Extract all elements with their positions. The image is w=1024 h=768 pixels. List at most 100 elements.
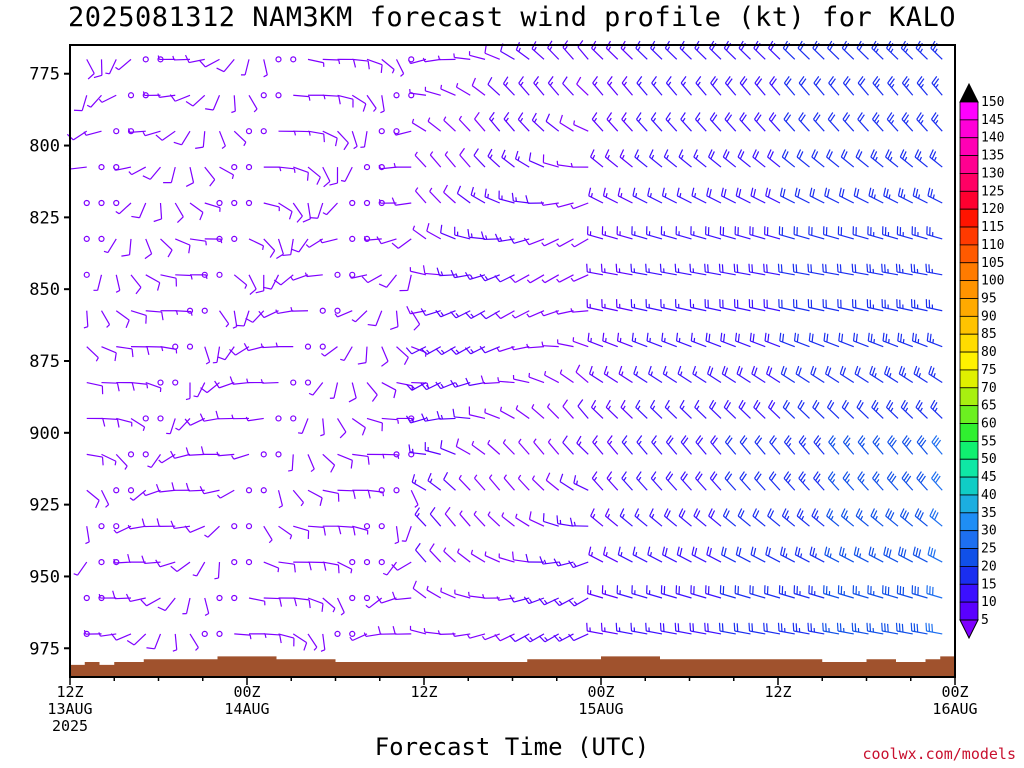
- wind-barb: [199, 486, 220, 495]
- wind-barb: [689, 263, 707, 276]
- wind-barb: [511, 551, 530, 563]
- wind-barb: [145, 274, 161, 291]
- wind-barb: [651, 435, 663, 455]
- wind-barb: [322, 166, 331, 188]
- wind-barb: [121, 238, 132, 257]
- wind-barb: [93, 274, 103, 291]
- wind-barb: [615, 299, 633, 312]
- wind-barb: [856, 399, 869, 419]
- wind-barb: [635, 112, 648, 132]
- wind-barb: [822, 622, 840, 635]
- wind-barb: [630, 622, 648, 635]
- wind-barb: [465, 377, 486, 387]
- wind-barb: [363, 235, 371, 243]
- wind-barb: [376, 236, 397, 245]
- wind-barb: [872, 435, 884, 455]
- wind-barb: [690, 332, 707, 348]
- wind-barb: [351, 130, 358, 150]
- credit-link[interactable]: coolwx.com/models: [862, 745, 1016, 763]
- wind-barb: [528, 372, 545, 384]
- wind-barb: [155, 484, 176, 493]
- wind-barb: [754, 76, 766, 96]
- wind-barb: [587, 332, 604, 348]
- wind-barb: [235, 310, 250, 327]
- wind-barb: [750, 187, 766, 204]
- wind-barb: [926, 585, 943, 599]
- wind-barb: [260, 451, 267, 458]
- wind-barb: [361, 274, 383, 284]
- wind-barb: [896, 226, 913, 240]
- wind-barb: [553, 558, 574, 567]
- wind-barb: [515, 42, 530, 60]
- wind-barb: [453, 53, 471, 60]
- wind-barb: [204, 202, 221, 212]
- wind-barb: [661, 546, 678, 563]
- wind-barb: [695, 435, 707, 455]
- wind-barb: [382, 561, 397, 576]
- wind-barb: [467, 228, 486, 240]
- colorbar-box: [959, 387, 979, 407]
- wind-barb: [689, 299, 707, 312]
- wind-barb: [812, 40, 825, 60]
- wind-barb: [912, 546, 928, 563]
- wind-barb: [275, 342, 294, 348]
- wind-barb: [542, 154, 559, 168]
- wind-barb: [735, 187, 751, 204]
- wind-barb: [809, 187, 825, 204]
- wind-barb: [559, 369, 574, 384]
- wind-barb: [678, 508, 692, 527]
- wind-barb: [393, 451, 400, 458]
- wind-barb: [172, 379, 179, 386]
- x-tick-label: 2025: [52, 717, 88, 735]
- colorbar-box: [959, 512, 979, 532]
- wind-barb: [502, 439, 515, 455]
- wind-barb: [900, 40, 914, 60]
- wind-barb: [160, 238, 173, 258]
- wind-barb: [415, 542, 427, 563]
- wind-barb: [883, 187, 899, 204]
- wind-barb: [189, 633, 199, 651]
- wind-barb: [753, 40, 766, 60]
- wind-barb: [705, 226, 722, 240]
- wind-barb: [675, 332, 692, 348]
- wind-barb: [229, 376, 250, 385]
- wind-barb: [501, 149, 515, 168]
- wind-barbs-layer: [66, 40, 943, 652]
- colorbar-label: 15: [981, 577, 997, 592]
- wind-barb: [487, 76, 501, 96]
- wind-barb: [870, 149, 884, 168]
- wind-barb: [720, 332, 736, 348]
- wind-barb: [352, 453, 370, 465]
- wind-barb: [649, 399, 663, 419]
- wind-barb: [113, 558, 132, 564]
- wind-barb: [797, 399, 810, 419]
- colorbar-box: [959, 423, 979, 442]
- wind-barb: [568, 633, 589, 642]
- wind-barb: [145, 381, 162, 393]
- wind-barb: [620, 40, 633, 60]
- wind-barb: [555, 202, 574, 208]
- wind-barb: [412, 580, 427, 599]
- wind-barb: [592, 76, 604, 96]
- wind-barb: [263, 633, 282, 644]
- wind-barb: [145, 310, 164, 321]
- wind-barb: [245, 128, 253, 135]
- wind-barb: [632, 546, 648, 563]
- wind-barb: [427, 472, 442, 491]
- x-tick-label: 13AUG: [47, 700, 92, 718]
- wind-barb: [691, 546, 707, 563]
- wind-barb: [275, 309, 294, 315]
- wind-barb: [399, 274, 412, 292]
- wind-barb: [498, 553, 515, 563]
- wind-barb: [511, 345, 530, 351]
- wind-barb: [630, 263, 648, 276]
- wind-barb: [337, 58, 357, 68]
- wind-barb: [366, 453, 385, 459]
- wind-barb: [782, 399, 796, 419]
- wind-barb: [913, 365, 928, 384]
- wind-barb: [842, 471, 855, 491]
- wind-barb: [216, 451, 235, 457]
- wind-barb: [487, 511, 501, 527]
- wind-barb: [349, 558, 356, 566]
- wind-barb: [366, 382, 378, 402]
